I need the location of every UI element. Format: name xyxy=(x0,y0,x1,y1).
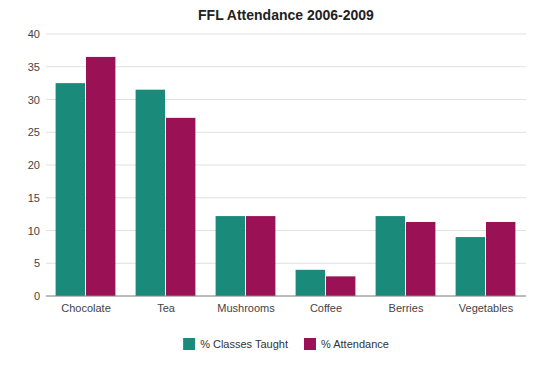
y-tick-label: 0 xyxy=(34,290,40,302)
legend-swatch xyxy=(183,338,195,350)
bar xyxy=(296,270,325,296)
bar xyxy=(136,90,165,296)
bar xyxy=(216,216,245,296)
y-tick-label: 40 xyxy=(28,28,40,40)
x-tick-label: Coffee xyxy=(310,302,342,314)
chart-title: FFL Attendance 2006-2009 xyxy=(198,7,374,23)
grid-line xyxy=(46,165,526,166)
bar xyxy=(166,118,195,296)
bar xyxy=(406,222,435,296)
legend: % Classes Taught % Attendance xyxy=(183,338,389,350)
x-axis: Chocolate Tea Mushrooms Coffee Berries Vegeta… xyxy=(61,302,513,314)
x-tick-label: Tea xyxy=(157,302,176,314)
bar xyxy=(456,237,485,296)
grid-line xyxy=(46,34,526,35)
chart-svg: FFL Attendance 2006-2009 0 5 10 15 20 25 30 35 40… xyxy=(0,0,542,368)
y-tick-label: 15 xyxy=(28,192,40,204)
y-axis: 0 5 10 15 20 25 30 35 40 xyxy=(28,28,526,302)
bar xyxy=(486,222,515,296)
grid-line xyxy=(46,197,526,198)
x-axis-line xyxy=(46,296,526,297)
bar xyxy=(246,216,275,296)
x-tick-label: Chocolate xyxy=(61,302,111,314)
legend-label: % Classes Taught xyxy=(200,338,288,350)
grid-line xyxy=(46,263,526,264)
y-tick-label: 25 xyxy=(28,126,40,138)
legend-swatch xyxy=(304,338,316,350)
y-tick-label: 30 xyxy=(28,94,40,106)
bars xyxy=(56,57,516,296)
grid-line xyxy=(46,132,526,133)
bar xyxy=(86,57,115,296)
bar xyxy=(326,276,355,296)
x-tick-label: Mushrooms xyxy=(217,302,275,314)
bar xyxy=(56,83,85,296)
grid-line xyxy=(46,99,526,100)
grid-line xyxy=(46,66,526,67)
y-tick-label: 5 xyxy=(34,257,40,269)
y-tick-label: 35 xyxy=(28,61,40,73)
grid-line xyxy=(46,230,526,231)
x-tick-label: Vegetables xyxy=(459,302,514,314)
grid-line xyxy=(46,296,526,297)
chart-container: FFL Attendance 2006-2009 0 5 10 15 20 25 30 35 40… xyxy=(0,0,542,368)
x-tick-label: Berries xyxy=(389,302,424,314)
legend-label: % Attendance xyxy=(321,338,389,350)
y-tick-label: 20 xyxy=(28,159,40,171)
bar xyxy=(376,216,405,296)
y-tick-label: 10 xyxy=(28,225,40,237)
